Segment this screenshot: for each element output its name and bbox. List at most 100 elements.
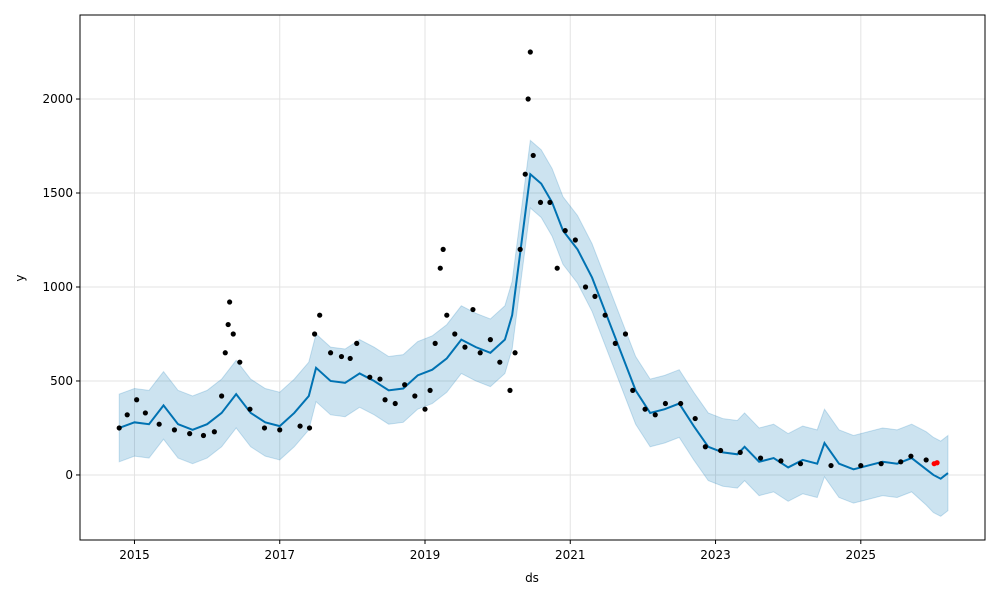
data-point — [200, 432, 207, 439]
y-axis-label: y — [13, 274, 27, 281]
data-point — [652, 412, 658, 418]
data-point — [923, 457, 929, 463]
data-point — [452, 331, 458, 337]
ticks: 0 500 1000 1500 2000 2015 2017 2019 2021 2023 2025 — [42, 92, 876, 562]
forecast-line — [118, 172, 949, 480]
y-tick-label: 1500 — [42, 186, 73, 200]
plot-frame — [79, 14, 986, 541]
data-point — [642, 406, 648, 412]
data-point — [402, 382, 408, 388]
data-point — [367, 374, 373, 380]
data-point — [622, 331, 629, 337]
data-point — [718, 447, 724, 454]
x-tick-label: 2023 — [700, 548, 731, 562]
data-point — [878, 461, 884, 467]
data-point — [525, 96, 531, 102]
data-point — [934, 460, 940, 466]
data-point — [757, 455, 764, 461]
data-point — [124, 412, 130, 418]
data-point — [517, 246, 523, 252]
data-point — [547, 199, 553, 206]
data-point — [187, 431, 193, 437]
data-point — [247, 406, 253, 412]
data-point — [437, 265, 443, 271]
data-point — [462, 344, 468, 350]
data-point — [527, 49, 533, 55]
data-point — [592, 293, 598, 299]
data-point — [898, 459, 904, 465]
data-point — [306, 425, 313, 431]
data-point — [261, 425, 268, 431]
data-point — [678, 400, 684, 407]
data-point — [908, 453, 914, 459]
data-point — [432, 340, 438, 346]
data-point — [277, 427, 283, 433]
x-tick-label: 2025 — [846, 548, 877, 562]
data-point — [211, 429, 217, 435]
data-point — [602, 312, 608, 318]
data-point — [219, 393, 225, 399]
data-point — [230, 331, 236, 337]
data-point — [537, 199, 544, 206]
marks — [116, 49, 949, 517]
grid — [80, 15, 985, 540]
y-tick-label: 500 — [50, 374, 73, 388]
data-point — [312, 331, 318, 337]
uncertainty-band — [118, 139, 949, 517]
data-point — [572, 237, 578, 243]
data-point — [630, 387, 636, 393]
data-point — [347, 355, 353, 362]
data-point — [554, 265, 560, 271]
data-point — [382, 397, 388, 403]
data-point — [470, 306, 476, 313]
data-point — [222, 350, 228, 356]
data-point — [487, 337, 493, 343]
data-point — [116, 425, 122, 431]
data-point — [507, 387, 513, 393]
y-tick-label: 0 — [65, 468, 73, 482]
data-point — [338, 353, 345, 360]
data-point — [427, 387, 433, 393]
data-point — [582, 284, 589, 290]
data-point — [562, 228, 568, 234]
data-point — [377, 376, 383, 382]
y-tick-label: 1000 — [42, 280, 73, 294]
data-point — [858, 462, 864, 469]
data-point — [237, 359, 243, 365]
data-point — [530, 152, 536, 159]
data-point — [412, 393, 418, 399]
data-point — [662, 400, 669, 407]
data-point — [227, 299, 233, 305]
data-point — [737, 449, 743, 456]
data-point — [134, 397, 140, 403]
data-point — [512, 350, 518, 356]
data-point — [392, 400, 398, 407]
data-point — [327, 350, 334, 356]
data-point — [497, 359, 503, 365]
x-tick-label: 2017 — [264, 548, 295, 562]
data-point — [142, 410, 148, 416]
data-point — [440, 246, 446, 252]
x-tick-label: 2019 — [410, 548, 441, 562]
data-point — [354, 340, 360, 346]
x-axis-label: ds — [525, 571, 539, 585]
y-tick-label: 2000 — [42, 92, 73, 106]
data-point — [702, 444, 708, 450]
data-point — [612, 340, 618, 346]
data-point — [828, 462, 834, 469]
data-point — [317, 312, 323, 318]
x-tick-label: 2021 — [555, 548, 586, 562]
data-point — [477, 350, 483, 356]
data-point — [297, 423, 303, 429]
data-point — [797, 461, 804, 467]
data-point — [171, 427, 178, 433]
data-point — [225, 321, 231, 328]
data-point — [156, 421, 162, 427]
data-point — [422, 406, 428, 412]
data-point — [692, 415, 698, 422]
data-point — [444, 312, 450, 318]
data-point — [522, 171, 528, 177]
x-tick-label: 2015 — [119, 548, 150, 562]
